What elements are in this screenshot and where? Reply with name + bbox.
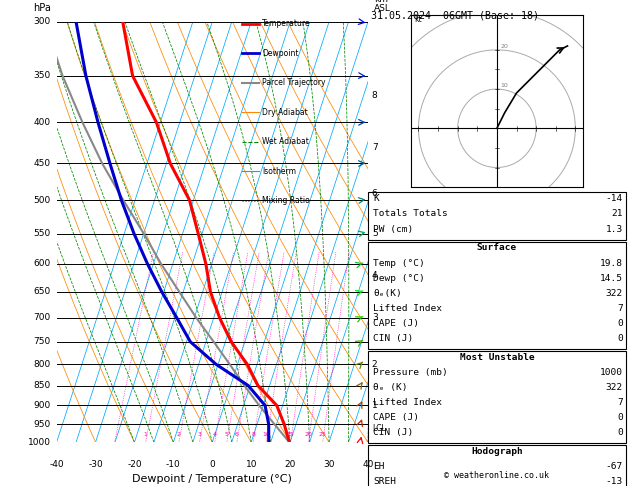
Text: 8: 8: [372, 90, 377, 100]
Text: 14.5: 14.5: [599, 274, 623, 283]
Text: Mixing Ratio: Mixing Ratio: [262, 196, 310, 205]
Text: 19.8: 19.8: [599, 259, 623, 268]
Text: 950: 950: [33, 420, 51, 429]
Text: 21: 21: [611, 209, 623, 219]
Text: K: K: [373, 194, 379, 204]
Text: 0: 0: [617, 428, 623, 437]
Text: 3: 3: [198, 432, 201, 437]
Text: hPa: hPa: [33, 3, 51, 14]
Text: 450: 450: [33, 159, 51, 168]
Text: Totals Totals: Totals Totals: [373, 209, 448, 219]
Text: 3: 3: [372, 313, 377, 322]
Text: Most Unstable: Most Unstable: [460, 353, 534, 362]
Text: 300: 300: [33, 17, 51, 26]
Text: -30: -30: [88, 460, 103, 469]
Text: 5: 5: [225, 432, 229, 437]
Text: -40: -40: [49, 460, 64, 469]
Text: 20: 20: [304, 432, 313, 437]
Text: 0: 0: [209, 460, 215, 469]
Text: 0: 0: [617, 334, 623, 343]
Text: Dewpoint / Temperature (°C): Dewpoint / Temperature (°C): [132, 474, 292, 484]
Text: © weatheronline.co.uk: © weatheronline.co.uk: [445, 471, 549, 480]
Text: θₑ(K): θₑ(K): [373, 289, 402, 298]
Text: Lifted Index: Lifted Index: [373, 398, 442, 407]
Text: 10: 10: [501, 83, 509, 88]
Text: 550: 550: [33, 229, 51, 238]
Text: LCL: LCL: [372, 423, 386, 433]
Text: Pressure (mb): Pressure (mb): [373, 368, 448, 377]
Text: 30: 30: [323, 460, 335, 469]
Text: 7: 7: [372, 143, 377, 152]
Text: 20: 20: [284, 460, 296, 469]
Text: 10: 10: [245, 460, 257, 469]
Text: 0: 0: [617, 319, 623, 328]
Text: -13: -13: [606, 477, 623, 486]
Text: Temp (°C): Temp (°C): [373, 259, 425, 268]
Text: 650: 650: [33, 287, 51, 296]
Text: Parcel Trajectory: Parcel Trajectory: [262, 78, 326, 87]
Text: 1000: 1000: [599, 368, 623, 377]
Text: 8: 8: [251, 432, 255, 437]
Text: 20: 20: [501, 44, 509, 49]
Text: 322: 322: [606, 289, 623, 298]
Text: -10: -10: [166, 460, 181, 469]
Text: EH: EH: [373, 462, 384, 471]
Text: 1: 1: [372, 401, 377, 410]
Text: Isotherm: Isotherm: [262, 167, 296, 175]
Text: 400: 400: [33, 118, 51, 127]
Text: 7: 7: [617, 304, 623, 313]
Text: 15: 15: [287, 432, 294, 437]
Text: 10: 10: [262, 432, 270, 437]
Text: 25: 25: [319, 432, 326, 437]
Text: 31.05.2024  06GMT (Base: 18): 31.05.2024 06GMT (Base: 18): [371, 11, 539, 21]
Text: Temperature: Temperature: [262, 19, 311, 29]
Text: -20: -20: [127, 460, 142, 469]
Text: CAPE (J): CAPE (J): [373, 319, 419, 328]
Text: 500: 500: [33, 196, 51, 205]
Text: 0: 0: [617, 413, 623, 422]
Text: kt: kt: [415, 16, 422, 24]
Text: 40: 40: [362, 460, 374, 469]
Text: θₑ (K): θₑ (K): [373, 383, 408, 392]
Text: Dry Adiabat: Dry Adiabat: [262, 108, 308, 117]
Text: 5: 5: [372, 229, 377, 238]
Text: Lifted Index: Lifted Index: [373, 304, 442, 313]
Text: 2: 2: [177, 432, 181, 437]
Text: CIN (J): CIN (J): [373, 428, 413, 437]
Text: 1: 1: [143, 432, 148, 437]
Text: 2: 2: [372, 360, 377, 369]
Text: km
ASL: km ASL: [374, 0, 391, 14]
Text: Hodograph: Hodograph: [471, 447, 523, 456]
Text: PW (cm): PW (cm): [373, 225, 413, 234]
Text: 7: 7: [617, 398, 623, 407]
Text: 4: 4: [213, 432, 216, 437]
Text: 850: 850: [33, 381, 51, 390]
Text: Dewpoint: Dewpoint: [262, 49, 299, 58]
Text: 900: 900: [33, 401, 51, 410]
Text: CIN (J): CIN (J): [373, 334, 413, 343]
Text: SREH: SREH: [373, 477, 396, 486]
Text: 350: 350: [33, 71, 51, 80]
Text: 6: 6: [372, 189, 377, 198]
Text: Surface: Surface: [477, 243, 517, 253]
Text: -67: -67: [606, 462, 623, 471]
Text: 800: 800: [33, 360, 51, 369]
Text: -14: -14: [606, 194, 623, 204]
Text: 322: 322: [606, 383, 623, 392]
Text: 4: 4: [372, 271, 377, 280]
Text: Wet Adiabat: Wet Adiabat: [262, 137, 309, 146]
Text: 6: 6: [235, 432, 239, 437]
Text: CAPE (J): CAPE (J): [373, 413, 419, 422]
Text: Dewp (°C): Dewp (°C): [373, 274, 425, 283]
Text: 1000: 1000: [28, 438, 51, 447]
Text: 600: 600: [33, 260, 51, 268]
Text: 1.3: 1.3: [606, 225, 623, 234]
Text: 700: 700: [33, 313, 51, 322]
Text: 750: 750: [33, 337, 51, 347]
